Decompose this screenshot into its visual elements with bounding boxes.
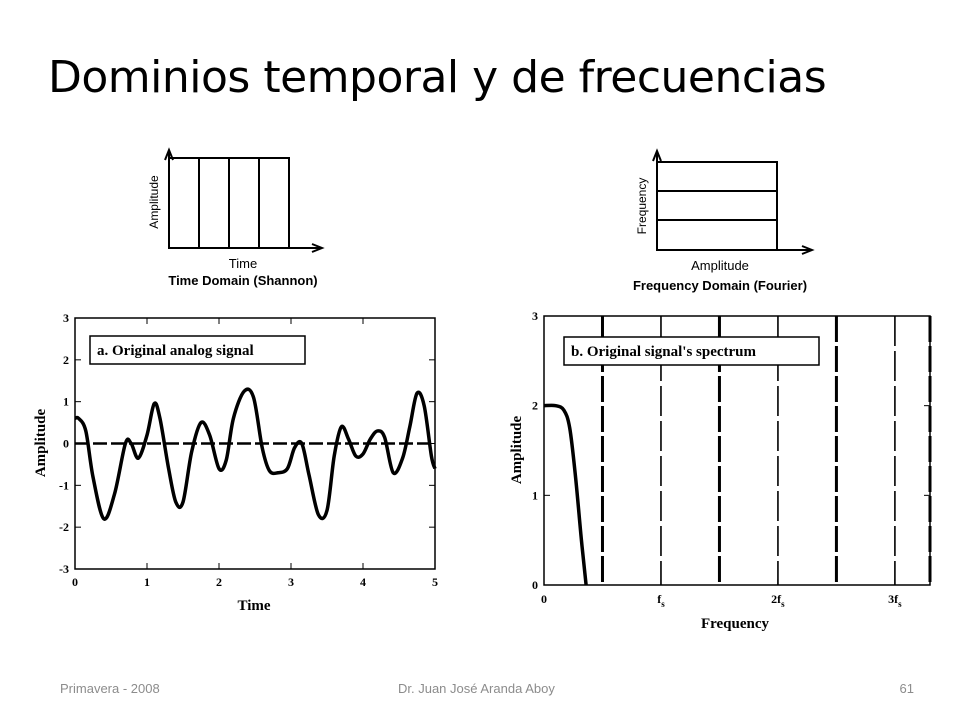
fd-y-arrow [652, 148, 662, 162]
td-title: Time Domain (Shannon) [168, 273, 317, 288]
b-ytick-label: 2 [532, 399, 538, 413]
b-xtick-label: 2fs [771, 592, 785, 609]
a-ytick-label: 3 [63, 311, 69, 325]
b-ytick-label: 0 [532, 578, 538, 592]
b-xtick-label: 3fs [888, 592, 902, 609]
a-xtick-label: 4 [360, 575, 366, 589]
b-ytick-label: 3 [532, 309, 538, 323]
a-xtick-label: 0 [72, 575, 78, 589]
td-xlabel: Time [229, 256, 257, 271]
a-ylabel: Amplitude [33, 408, 49, 477]
fd-xlabel: Amplitude [691, 258, 749, 273]
b-spectrum-line [543, 403, 588, 586]
time-domain-diagram [164, 147, 325, 253]
fd-title: Frequency Domain (Fourier) [633, 278, 807, 293]
a-ytick-label: -3 [59, 562, 69, 576]
b-xlabel: Frequency [701, 616, 770, 632]
spectrum-chart: 0 1 2 3 0 fs 2fs 3fs b. Original signal's spectr… [532, 309, 932, 609]
fd-x-arrow [801, 245, 815, 255]
slide-title: Dominios temporal y de frecuencias [48, 52, 827, 103]
a-title-box [89, 335, 306, 365]
td-x-arrow [311, 243, 325, 253]
a-signal-line [74, 387, 437, 521]
a-ytick-label: -2 [59, 520, 69, 534]
b-ylabel: Amplitude [509, 415, 525, 484]
a-ytick-label: 1 [63, 395, 69, 409]
footer-term: Primavera - 2008 [60, 681, 160, 696]
a-ytick-label: 0 [63, 437, 69, 451]
a-ytick-label: -1 [59, 478, 69, 492]
fd-ylabel: Frequency [635, 178, 649, 235]
td-y-arrow [164, 147, 174, 161]
td-ylabel: Amplitude [147, 175, 161, 229]
b-xtick-label: fs [657, 592, 665, 609]
a-title: a. Original analog signal [97, 343, 254, 359]
b-xtick-label: 0 [541, 592, 547, 606]
fd-box [656, 161, 778, 251]
b-title-box [563, 336, 820, 366]
a-xlabel: Time [237, 598, 270, 614]
a-xtick-label: 2 [216, 575, 222, 589]
frequency-domain-diagram [652, 148, 815, 255]
slide-number: 61 [899, 681, 914, 696]
footer-author: Dr. Juan José Aranda Aboy [398, 681, 555, 696]
b-title: b. Original signal's spectrum [571, 344, 757, 360]
b-ytick-label: 1 [532, 488, 538, 502]
analog-signal-chart: 0 1 2 3 4 5 -3 -2 -1 0 1 2 3 a. Original analog signa… [59, 311, 438, 589]
a-xtick-label: 1 [144, 575, 150, 589]
a-xtick-label: 5 [432, 575, 438, 589]
a-xtick-label: 3 [288, 575, 294, 589]
a-ytick-label: 2 [63, 353, 69, 367]
